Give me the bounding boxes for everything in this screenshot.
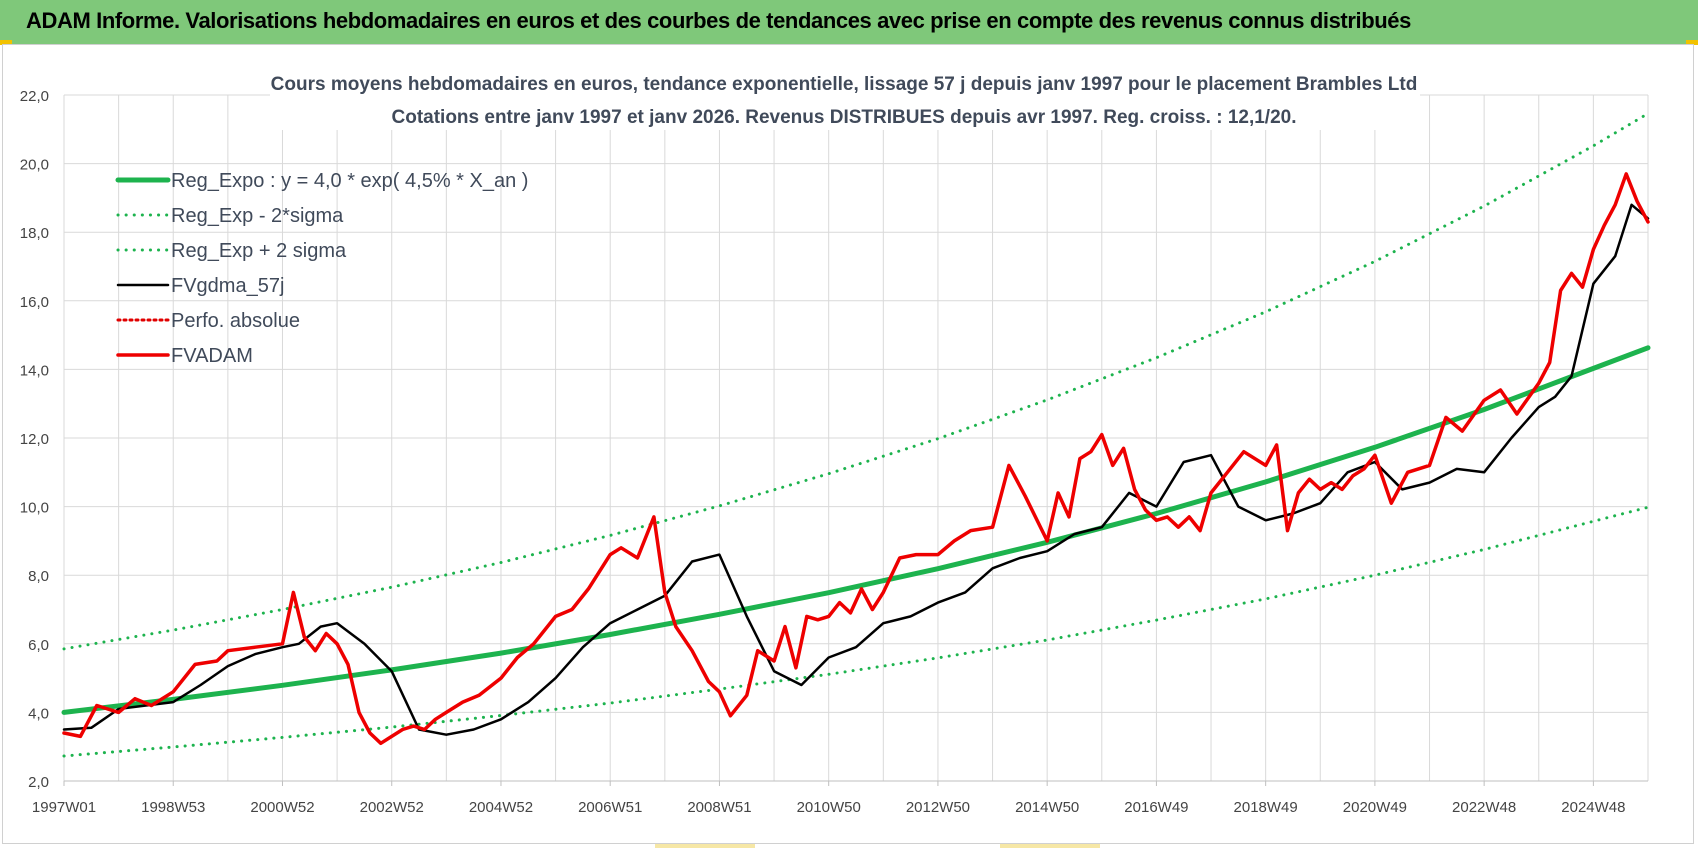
chart-subtitle: Cotations entre janv 1997 et janv 2026. …: [392, 107, 1297, 128]
x-tick-label: 2018W49: [1234, 799, 1298, 816]
grid: [63, 94, 1649, 782]
title-background: [270, 66, 1420, 130]
x-tick-label: 2004W52: [469, 799, 533, 816]
corner-mark-left: [0, 40, 12, 45]
x-tick-label: 2020W49: [1343, 799, 1407, 816]
series-line-2: [62, 112, 1650, 651]
x-tick-label: 2024W48: [1561, 799, 1625, 816]
series-line-3: [62, 203, 1650, 736]
y-tick-label: 2,0: [28, 774, 49, 791]
legend-label: Reg_Exp - 2*sigma: [171, 205, 344, 227]
bottom-strip-right: [1000, 844, 1100, 848]
y-tick-label: 6,0: [28, 637, 49, 654]
series-line-0: [61, 345, 1651, 715]
series-layer: [61, 112, 1651, 758]
legend-label: Reg_Exp + 2 sigma: [171, 240, 347, 262]
x-tick-label: 2014W50: [1015, 799, 1079, 816]
legend: Reg_Expo : y = 4,0 * exp( 4,5% * X_an ) R…: [115, 170, 528, 367]
x-tick-label: 1998W53: [141, 799, 205, 816]
x-tick-label: 2000W52: [250, 799, 314, 816]
header-banner: ADAM Informe. Valorisations hebdomadaire…: [0, 0, 1698, 45]
chart-frame: [2, 44, 1694, 844]
series-line-5: [62, 172, 1650, 746]
corner-mark-right: [1686, 40, 1698, 45]
x-tick-label: 2022W48: [1452, 799, 1516, 816]
y-tick-label: 18,0: [20, 225, 49, 242]
x-tick-label: 2008W51: [687, 799, 751, 816]
y-tick-label: 16,0: [20, 294, 49, 311]
x-tick-label: 2012W50: [906, 799, 970, 816]
y-tick-label: 22,0: [20, 88, 49, 105]
y-tick-label: 12,0: [20, 431, 49, 448]
legend-label: Reg_Expo : y = 4,0 * exp( 4,5% * X_an ): [171, 170, 528, 192]
legend-label: FVADAM: [171, 345, 253, 367]
axes: 2,0 4,0 6,0 8,0 10,0 12,0 14,0 16,0 18,0 20,0 22,0…: [20, 88, 1648, 816]
bottom-strip-left: [655, 844, 755, 848]
series-line-1: [62, 505, 1650, 758]
y-tick-label: 8,0: [28, 568, 49, 585]
legend-label: FVgdma_57j: [171, 275, 284, 297]
y-tick-label: 14,0: [20, 362, 49, 379]
legend-label: Perfo. absolue: [171, 310, 300, 332]
y-tick-label: 4,0: [28, 705, 49, 722]
chart-title: Cours moyens hebdomadaires en euros, ten…: [271, 74, 1418, 95]
y-tick-label: 10,0: [20, 500, 49, 517]
x-tick-label: 1997W01: [32, 799, 96, 816]
x-tick-label: 2016W49: [1124, 799, 1188, 816]
page-title: ADAM Informe. Valorisations hebdomadaire…: [26, 8, 1411, 33]
x-tick-label: 2002W52: [360, 799, 424, 816]
x-tick-label: 2006W51: [578, 799, 642, 816]
chart-titles: Cours moyens hebdomadaires en euros, ten…: [270, 66, 1420, 130]
y-tick-label: 20,0: [20, 157, 49, 174]
x-tick-label: 2010W50: [797, 799, 861, 816]
